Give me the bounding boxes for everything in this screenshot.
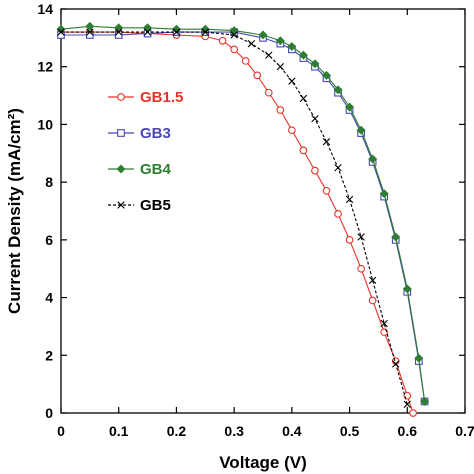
legend-item-gb3: GB3 bbox=[108, 125, 171, 142]
data-point bbox=[298, 50, 308, 60]
x-tick-label: 0.6 bbox=[398, 423, 418, 439]
legend-marker bbox=[116, 164, 126, 174]
data-point bbox=[322, 138, 331, 146]
legend: GB1.5 GB3 GB4 GB5 bbox=[108, 89, 183, 214]
data-point bbox=[241, 57, 250, 65]
data-point bbox=[288, 77, 296, 85]
data-point bbox=[334, 210, 342, 218]
data-point bbox=[420, 396, 430, 406]
data-point bbox=[288, 126, 296, 135]
data-point bbox=[230, 31, 238, 39]
x-tick-label: 0.1 bbox=[109, 423, 129, 439]
data-point bbox=[85, 21, 95, 31]
legend-label: GB1.5 bbox=[140, 89, 183, 106]
data-point bbox=[345, 102, 355, 112]
legend-item-gb1-5: GB1.5 bbox=[108, 89, 183, 106]
data-point bbox=[392, 360, 400, 368]
data-point bbox=[264, 88, 273, 97]
x-tick-label: 0.5 bbox=[340, 423, 360, 439]
data-point bbox=[414, 353, 424, 363]
series-line bbox=[60, 25, 426, 402]
data-point bbox=[275, 36, 285, 46]
x-tick-label: 0.7 bbox=[455, 423, 474, 439]
y-tick-label: 2 bbox=[45, 347, 53, 363]
data-point bbox=[201, 28, 209, 36]
x-tick-label: 0.4 bbox=[282, 423, 302, 439]
axis-ticks: 0 0.1 0.2 0.3 0.4 0.5 0.6 0.7 0 2 4 6 8 10 12 14 bbox=[37, 1, 474, 439]
data-point bbox=[409, 409, 417, 417]
data-point bbox=[311, 114, 319, 123]
data-point bbox=[380, 319, 388, 328]
data-point bbox=[345, 236, 354, 244]
y-tick-label: 8 bbox=[45, 174, 53, 190]
y-tick-label: 0 bbox=[45, 405, 53, 421]
x-tick-label: 0.2 bbox=[167, 423, 187, 439]
data-point bbox=[357, 233, 365, 241]
legend-marker bbox=[117, 129, 125, 137]
plot-frame bbox=[60, 8, 466, 414]
series-gb5 bbox=[57, 28, 411, 409]
data-point bbox=[115, 28, 123, 36]
data-point bbox=[368, 154, 378, 164]
legend-label: GB4 bbox=[140, 161, 172, 178]
data-point bbox=[276, 106, 285, 114]
y-tick-label: 6 bbox=[45, 232, 53, 248]
y-tick-label: 4 bbox=[45, 290, 53, 306]
data-point bbox=[56, 24, 66, 34]
series-line bbox=[61, 31, 414, 414]
data-point bbox=[333, 85, 343, 95]
data-point bbox=[276, 63, 285, 71]
legend-marker bbox=[117, 201, 125, 209]
data-point bbox=[247, 39, 256, 48]
series-gb1-5 bbox=[57, 28, 417, 417]
data-point bbox=[402, 284, 412, 294]
data-point bbox=[334, 164, 342, 172]
series-line bbox=[61, 31, 426, 402]
data-point bbox=[356, 125, 366, 135]
series-gb4 bbox=[56, 21, 430, 406]
data-point bbox=[287, 42, 297, 51]
data-point bbox=[86, 28, 94, 36]
data-point bbox=[322, 186, 331, 195]
data-point bbox=[345, 195, 354, 204]
data-point bbox=[310, 59, 320, 69]
data-point bbox=[218, 36, 227, 45]
data-point bbox=[322, 70, 331, 80]
data-point bbox=[368, 276, 377, 284]
data-point bbox=[299, 94, 308, 103]
data-point bbox=[143, 28, 152, 36]
data-point bbox=[299, 146, 308, 155]
data-point bbox=[172, 28, 181, 36]
data-point bbox=[200, 24, 210, 34]
data-point bbox=[253, 71, 262, 80]
legend-label: GB5 bbox=[140, 197, 171, 214]
x-tick-label: 0.3 bbox=[224, 423, 244, 439]
y-tick-label: 10 bbox=[37, 116, 53, 132]
data-point bbox=[265, 51, 273, 59]
series-layer bbox=[56, 21, 430, 417]
x-axis-title: Voltage (V) bbox=[219, 453, 307, 472]
legend-marker bbox=[117, 93, 125, 101]
data-point bbox=[403, 400, 411, 409]
y-tick-label: 14 bbox=[37, 1, 53, 17]
legend-label: GB3 bbox=[140, 125, 171, 142]
legend-item-gb4: GB4 bbox=[108, 161, 172, 178]
y-tick-label: 12 bbox=[37, 59, 53, 75]
data-point bbox=[57, 28, 65, 36]
x-tick-label: 0 bbox=[57, 423, 65, 439]
legend-item-gb5: GB5 bbox=[108, 197, 171, 214]
data-point bbox=[357, 264, 365, 273]
data-point bbox=[258, 30, 268, 40]
data-point bbox=[171, 24, 181, 34]
data-point bbox=[368, 296, 377, 305]
data-point bbox=[379, 189, 389, 199]
data-point bbox=[230, 45, 238, 54]
data-point bbox=[391, 232, 401, 242]
series-gb3 bbox=[57, 28, 429, 406]
y-axis-title: Current Density (mA/cm²) bbox=[5, 108, 24, 314]
series-line bbox=[61, 31, 408, 405]
data-point bbox=[311, 166, 319, 175]
